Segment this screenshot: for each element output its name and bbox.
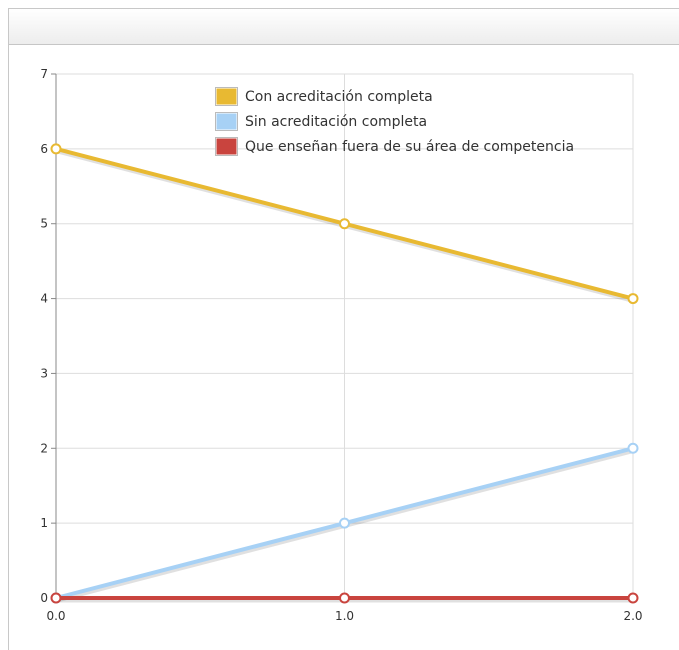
data-point[interactable]: [339, 517, 350, 529]
legend-label-0: Con acreditación completa: [245, 89, 433, 105]
y-tick-label: 5: [40, 217, 48, 231]
legend-swatch-border: [215, 112, 238, 131]
y-tick-label: 6: [40, 142, 48, 156]
chart-legend: Con acreditación completa Sin acreditació…: [215, 87, 574, 156]
legend-swatch-border: [215, 87, 238, 106]
data-point[interactable]: [50, 592, 62, 604]
chart-panel: [8, 8, 679, 650]
legend-swatch-0: [215, 87, 238, 106]
legend-label-2: Que enseñan fuera de su área de competen…: [245, 139, 574, 155]
x-tick-label: 2.0: [623, 609, 642, 623]
legend-swatch-border: [215, 137, 238, 156]
legend-label-1: Sin acreditación completa: [245, 114, 427, 130]
y-tick-label: 0: [40, 591, 48, 605]
data-point[interactable]: [627, 442, 639, 454]
x-tick-label: 1.0: [335, 609, 354, 623]
data-point[interactable]: [627, 293, 639, 305]
panel-header: [9, 9, 679, 45]
y-tick-label: 2: [40, 441, 48, 455]
y-tick-label: 7: [40, 67, 48, 81]
data-point[interactable]: [339, 218, 350, 230]
data-point[interactable]: [50, 143, 62, 155]
legend-swatch-2: [215, 137, 238, 156]
data-point[interactable]: [627, 592, 639, 604]
data-point[interactable]: [339, 592, 350, 604]
y-tick-label: 4: [40, 292, 48, 306]
chart-series: [50, 143, 639, 604]
y-tick-label: 1: [40, 516, 48, 530]
x-tick-label: 0.0: [46, 609, 65, 623]
legend-swatch-1: [215, 112, 238, 131]
y-tick-label: 3: [40, 366, 48, 380]
